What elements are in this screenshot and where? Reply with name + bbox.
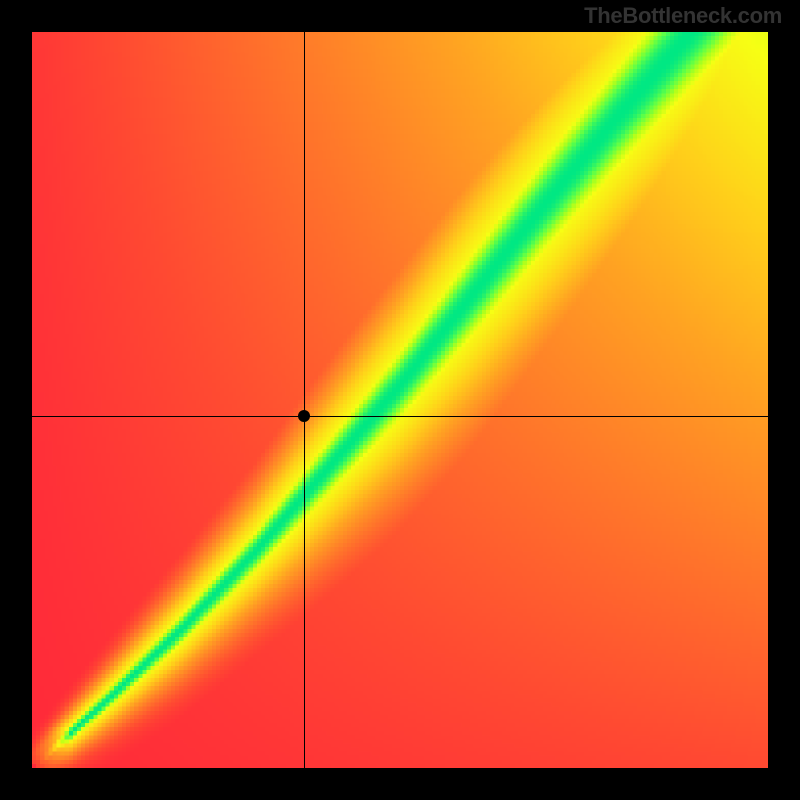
watermark-text: TheBottleneck.com bbox=[584, 3, 782, 29]
bottleneck-heatmap bbox=[32, 32, 768, 768]
crosshair-horizontal bbox=[32, 416, 768, 417]
crosshair-vertical bbox=[304, 32, 305, 768]
selection-marker bbox=[298, 410, 310, 422]
plot-area bbox=[32, 32, 768, 768]
